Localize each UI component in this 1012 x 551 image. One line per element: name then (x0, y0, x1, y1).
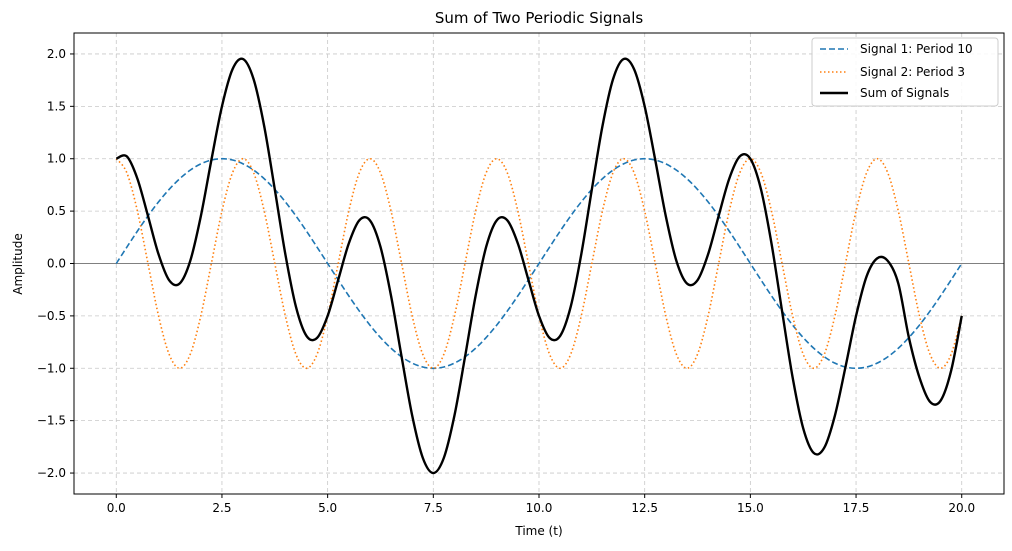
y-tick-label: 2.0 (47, 47, 66, 61)
x-tick-label: 12.5 (631, 501, 658, 515)
x-tick-label: 0.0 (107, 501, 126, 515)
x-axis-label: Time (t) (514, 524, 562, 538)
series-lines (115, 57, 963, 475)
chart-title: Sum of Two Periodic Signals (435, 9, 644, 27)
y-tick-label: 0.0 (47, 257, 66, 271)
y-tick-label: −1.5 (37, 414, 66, 428)
series-line-signal-1 (115, 157, 963, 370)
legend-label-signal-1: Signal 1: Period 10 (860, 42, 973, 56)
series-line-signal-2 (115, 157, 963, 370)
x-tick-label: 10.0 (526, 501, 553, 515)
x-axis-ticks: 0.0 2.5 5.0 7.5 10.0 12.5 15.0 17.5 20.0 (107, 494, 975, 515)
y-axis-label: Amplitude (11, 233, 25, 295)
y-tick-label: −1.0 (37, 361, 66, 375)
x-tick-label: 2.5 (212, 501, 231, 515)
y-tick-label: −2.0 (37, 466, 66, 480)
series-line-sum (115, 57, 963, 475)
x-tick-label: 17.5 (843, 501, 870, 515)
x-tick-label: 7.5 (424, 501, 443, 515)
x-tick-label: 20.0 (948, 501, 975, 515)
y-tick-label: −0.5 (37, 309, 66, 323)
legend-box (811, 37, 999, 107)
y-tick-label: 1.0 (47, 152, 66, 166)
y-tick-label: 0.5 (47, 204, 66, 218)
legend-label-sum: Sum of Signals (860, 86, 949, 100)
x-tick-label: 15.0 (737, 501, 764, 515)
x-tick-label: 5.0 (318, 501, 337, 515)
y-axis-ticks: −2.0 −1.5 −1.0 −0.5 0.0 0.5 1.0 1.5 2.0 (37, 47, 74, 480)
legend: Signal 1: Period 10 Signal 2: Period 3 S… (811, 37, 999, 107)
legend-label-signal-2: Signal 2: Period 3 (860, 65, 965, 79)
y-tick-label: 1.5 (47, 99, 66, 113)
